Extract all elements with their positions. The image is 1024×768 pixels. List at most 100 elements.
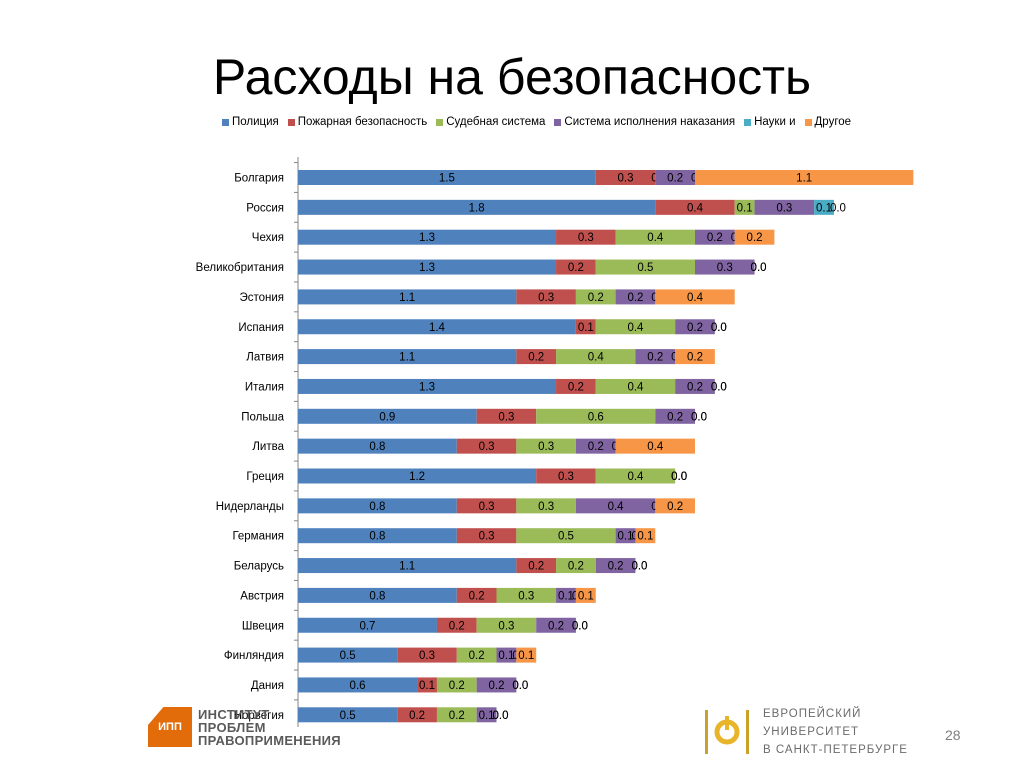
data-label: 0.0 [631, 561, 647, 573]
bar-segment [436, 707, 477, 723]
data-label: 0.4 [627, 381, 644, 393]
data-label: 0.4 [627, 322, 644, 334]
category-label: Чехия [252, 232, 284, 244]
bar-segment [456, 438, 517, 454]
data-label: 1.8 [469, 202, 485, 214]
legend-item: Система исполнения наказания [554, 116, 735, 128]
data-label: 0.2 [548, 620, 564, 632]
legend-label: Система исполнения наказания [564, 116, 736, 128]
bar-segment [556, 558, 596, 574]
legend-item: Судебная система [436, 116, 545, 128]
bar-segment [595, 170, 656, 185]
bar-segment [556, 229, 616, 245]
data-label: 0.2 [627, 292, 643, 304]
data-label: 0.0 [671, 471, 687, 483]
bar-segment [496, 587, 557, 603]
category-label: Германия [232, 531, 284, 543]
data-label: 0.2 [608, 561, 624, 573]
data-label: 0.3 [776, 202, 792, 214]
bar-segment [298, 349, 517, 365]
data-label: 0.2 [568, 262, 584, 274]
data-label: 0.3 [498, 620, 514, 632]
data-label: 0.3 [558, 471, 574, 483]
bar-segment [298, 677, 418, 693]
data-label: 0.8 [369, 441, 385, 453]
data-label: 0.2 [528, 352, 544, 364]
bar-segment [456, 498, 517, 514]
data-label: 0.4 [687, 292, 704, 304]
bar-segment [298, 647, 398, 663]
bar-segment [575, 319, 596, 335]
bar-segment [298, 498, 457, 514]
bar-segment [298, 617, 437, 633]
eu-logo-text: ЕВРОПЕЙСКИЙ УНИВЕРСИТЕТ В САНКТ-ПЕТЕРБУР… [763, 705, 908, 759]
bar-segment [496, 647, 517, 663]
category-label: Швеция [242, 620, 284, 632]
data-label: 0.2 [687, 322, 703, 334]
bar-segment [298, 707, 398, 723]
bar-segment [635, 349, 676, 365]
data-label: 0.4 [687, 202, 704, 214]
bar-segment [575, 587, 596, 603]
bar-segment [675, 319, 715, 335]
bar-segment [556, 378, 596, 394]
bar-segment [298, 408, 477, 424]
data-label: 0.3 [479, 501, 495, 513]
data-label: 0.0 [691, 411, 707, 423]
bar-segment [516, 647, 537, 663]
bar-segment [298, 468, 537, 484]
bar-segment [655, 289, 735, 305]
data-label: 0.8 [369, 501, 385, 513]
data-label: 0.1 [498, 650, 514, 662]
data-label: 0.4 [647, 232, 664, 244]
legend-label: Науки и [754, 116, 796, 128]
bar-segment [695, 170, 914, 185]
data-label: 0.4 [627, 471, 644, 483]
legend-swatch [436, 118, 444, 126]
bar-segment [456, 528, 517, 544]
data-label: 0.2 [588, 292, 604, 304]
eu-emblem-icon [705, 710, 749, 754]
bar-segment [298, 199, 656, 215]
data-label: 0.5 [340, 710, 356, 722]
data-label: 0.2 [469, 650, 485, 662]
data-label: 0.3 [717, 262, 733, 274]
bar-segment [436, 677, 477, 693]
data-label: 0.0 [572, 620, 588, 632]
category-label: Греция [246, 471, 284, 483]
data-label: 0.0 [711, 322, 727, 334]
legend-item: Пожарная безопасность [287, 116, 427, 128]
data-label: 0.2 [469, 590, 485, 602]
data-label: 0.5 [558, 531, 574, 543]
bar-segment [695, 259, 755, 275]
category-label: Италия [245, 381, 284, 393]
data-label: 0.0 [512, 680, 528, 692]
data-label: 1.5 [439, 173, 455, 185]
data-label: 0.0 [493, 710, 509, 722]
bar-segment [516, 498, 576, 514]
data-label: 0.0 [711, 381, 727, 393]
chart-legend: Полиция Пожарная безопасность Судебная сис… [222, 116, 851, 128]
bar-segment [615, 229, 695, 245]
data-label: 1.3 [419, 262, 435, 274]
legend-label: Другое [814, 116, 852, 128]
eu-logo-line: УНИВЕРСИТЕТ [763, 726, 860, 738]
data-label: 0.2 [528, 561, 544, 573]
bar-segment [556, 259, 596, 275]
bar-segment [298, 170, 596, 185]
bar-segment [655, 498, 695, 514]
data-label: 0.5 [637, 262, 653, 274]
bar-segment [456, 647, 497, 663]
data-label: 0.1 [479, 710, 495, 722]
bar-segment [595, 468, 676, 484]
bar-segment [575, 289, 616, 305]
bar-segment [615, 438, 695, 454]
bar-segment [516, 289, 576, 305]
category-label: Нидерланды [216, 501, 284, 513]
bar-segment [575, 438, 616, 454]
data-label: 1.4 [429, 322, 446, 334]
data-label: 0.1 [578, 322, 594, 334]
bar-segment [615, 289, 656, 305]
bar-segment [655, 199, 735, 215]
